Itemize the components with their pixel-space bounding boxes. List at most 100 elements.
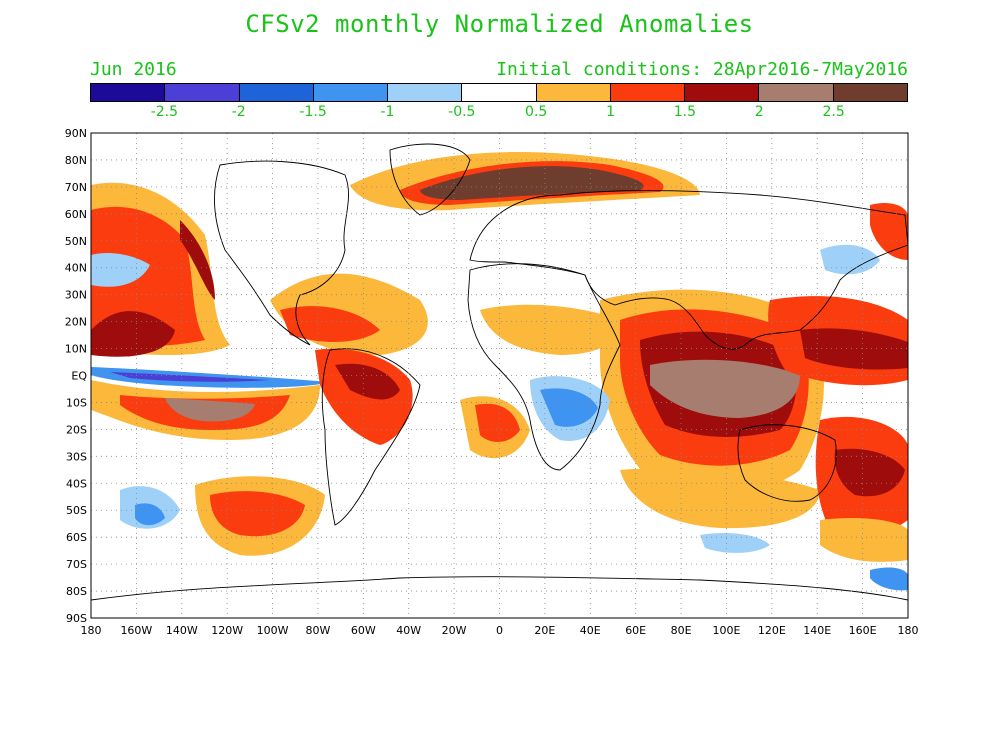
colorbar-label: 2 xyxy=(754,104,764,120)
lon-tick-label: 100E xyxy=(712,624,740,637)
anomaly-south-ocean xyxy=(820,518,908,562)
forecast-month: Jun 2016 xyxy=(90,59,177,80)
colorbar-label: -2 xyxy=(231,104,246,120)
colorbar-swatch xyxy=(610,84,686,101)
anomaly-arctic-dark xyxy=(420,166,644,200)
south-america-coast xyxy=(321,348,421,526)
chart-title: CFSv2 monthly Normalized Anomalies xyxy=(245,10,754,38)
lon-tick-label: 80W xyxy=(306,624,331,637)
anomaly-alaska-coast xyxy=(180,220,215,300)
lon-tick-label: 120E xyxy=(758,624,786,637)
lat-tick-label: 50N xyxy=(65,235,87,248)
lat-tick-label: 80N xyxy=(65,154,87,167)
lat-lon-grid xyxy=(91,133,908,618)
anomaly-east-pacific-cold xyxy=(91,253,150,287)
anomaly-north-pacific-core xyxy=(91,206,205,346)
colorbar-label: 0.5 xyxy=(525,104,548,120)
anomaly-south-indian-midlat xyxy=(620,468,820,529)
lat-tick-label: 10S xyxy=(66,396,87,409)
lon-tick-label: 180 xyxy=(898,624,919,637)
lon-tick-label: 20W xyxy=(442,624,467,637)
lat-tick-label: EQ xyxy=(71,370,87,383)
colorbar-label: 1 xyxy=(606,104,615,120)
lat-tick-label: 60N xyxy=(65,208,87,221)
colorbar-swatch xyxy=(759,84,834,101)
anomaly-south-pacific-midlat-core xyxy=(210,491,305,537)
north-america-coast xyxy=(214,160,349,346)
lon-tick-label: 40E xyxy=(580,624,601,637)
lon-tick-label: 40W xyxy=(396,624,421,637)
anomaly-africa-cold-core xyxy=(540,388,598,427)
anomaly-south-pacific-cold-core xyxy=(135,503,165,526)
longitude-labels: 180 160W 140W 120W 100W 80W 60W 40W 20W 0 20E 40E 60… xyxy=(81,624,919,637)
lat-tick-label: 50S xyxy=(66,504,87,517)
anomaly-west-pacific-dark xyxy=(800,328,908,370)
anomaly-east-pacific-north xyxy=(870,203,908,260)
lat-tick-label: 40N xyxy=(65,262,87,275)
anomaly-pacific-dark xyxy=(91,311,175,357)
colorbar-label: -1.5 xyxy=(299,104,327,120)
lon-tick-label: 160W xyxy=(120,624,152,637)
lat-tick-label: 20S xyxy=(66,423,87,436)
eurasia-coast xyxy=(469,190,908,350)
colorbar-swatch xyxy=(388,84,463,101)
anomaly-maritime-continent xyxy=(650,359,800,418)
anomaly-eq-pacific-cold-core xyxy=(110,372,270,382)
colorbar-label: -0.5 xyxy=(448,104,476,120)
lon-tick-label: 140W xyxy=(166,624,198,637)
initial-conditions: Initial conditions: 28Apr2016-7May2016 xyxy=(496,59,908,80)
anomaly-west-pacific-cold xyxy=(820,244,880,275)
lat-tick-label: 60S xyxy=(66,531,87,544)
colorbar-swatch xyxy=(536,84,611,101)
colorbar-swatch xyxy=(239,84,314,101)
lon-tick-label: 180 xyxy=(81,624,102,637)
anomaly-antarctic-cold xyxy=(870,567,908,591)
lon-tick-label: 60W xyxy=(351,624,376,637)
lon-tick-label: 160E xyxy=(849,624,877,637)
colorbar-swatch xyxy=(833,84,907,101)
lat-tick-label: 30S xyxy=(66,450,87,463)
anomaly-south-atlantic-core xyxy=(475,403,520,442)
lat-tick-label: 90S xyxy=(66,612,87,625)
lon-tick-label: 60E xyxy=(625,624,646,637)
colorbar xyxy=(90,83,908,102)
lat-tick-label: 70N xyxy=(65,181,87,194)
anomaly-caribbean xyxy=(280,306,380,342)
lon-tick-label: 100W xyxy=(257,624,289,637)
anomaly-africa-north xyxy=(480,304,621,355)
lon-tick-label: 0 xyxy=(496,624,503,637)
lat-tick-label: 10N xyxy=(65,343,87,356)
colorbar-label: -2.5 xyxy=(150,104,179,120)
lon-tick-label: 20E xyxy=(534,624,555,637)
colorbar-label: -1 xyxy=(380,104,395,120)
lat-tick-label: 20N xyxy=(65,316,87,329)
lon-tick-label: 120W xyxy=(211,624,243,637)
anomaly-south-indian-cold xyxy=(700,533,770,553)
colorbar-swatch xyxy=(313,84,389,101)
colorbar-swatch xyxy=(165,84,240,101)
colorbar-swatch xyxy=(91,84,166,101)
lat-tick-label: 30N xyxy=(65,289,87,302)
australia-coast xyxy=(737,424,837,502)
greenland-coast xyxy=(389,143,471,216)
colorbar-label: 1.5 xyxy=(673,104,697,120)
plot-frame xyxy=(90,132,909,619)
lat-tick-label: 80S xyxy=(66,585,87,598)
anomaly-tasman-dark xyxy=(834,448,905,497)
lat-tick-label: 90N xyxy=(65,127,87,140)
colorbar-swatch xyxy=(462,84,537,101)
antarctica-coast xyxy=(91,576,908,601)
lat-tick-label: 70S xyxy=(66,558,87,571)
colorbar-label: 2.5 xyxy=(822,104,845,120)
coastlines xyxy=(91,143,908,601)
latitude-labels: 90N 80N 70N 60N 50N 40N 30N 20N 10N EQ 10S 20S 30S 40… xyxy=(65,127,88,625)
lat-tick-label: 40S xyxy=(66,477,87,490)
anomaly-fields xyxy=(91,152,908,591)
anomaly-south-america-core xyxy=(335,363,400,400)
lon-tick-label: 140E xyxy=(803,624,831,637)
anomaly-south-pacific-dark xyxy=(165,398,255,422)
colorbar-swatch xyxy=(685,84,760,101)
lon-tick-label: 80E xyxy=(671,624,692,637)
anomaly-south-america xyxy=(315,348,413,445)
